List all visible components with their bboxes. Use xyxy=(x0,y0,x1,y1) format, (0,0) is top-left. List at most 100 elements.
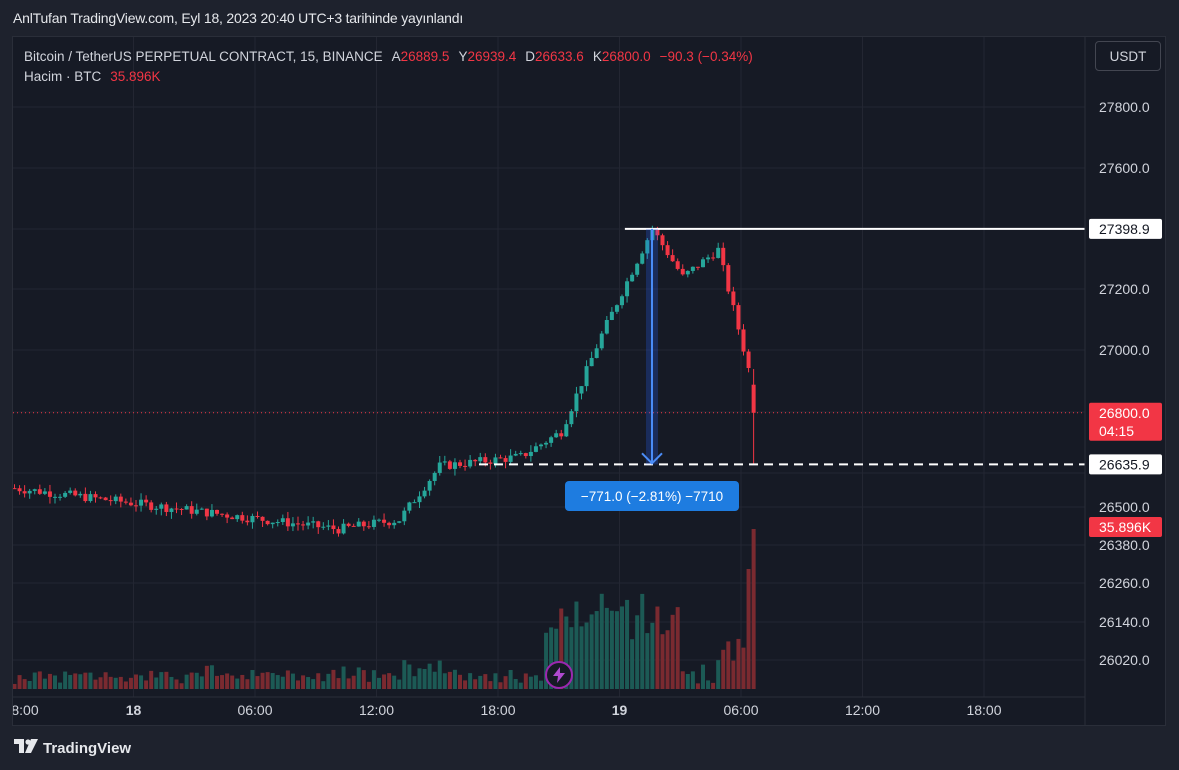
lightning-bolt-icon[interactable] xyxy=(545,661,573,689)
low-label: D xyxy=(525,48,536,64)
candle-body xyxy=(371,519,376,527)
volume-bar xyxy=(559,608,564,689)
horizontal-line-price-bg xyxy=(1089,218,1162,239)
volume-bar xyxy=(189,672,194,689)
open-label: A xyxy=(391,48,401,64)
volume-bar xyxy=(169,676,174,689)
volume-bar xyxy=(108,676,113,689)
footer-brand[interactable]: TradingView xyxy=(14,739,131,757)
volume-bar xyxy=(123,681,128,689)
candle-body xyxy=(149,502,154,510)
volume-bar xyxy=(741,647,746,689)
candle-body xyxy=(260,516,265,521)
candle-body xyxy=(387,522,392,526)
volume-bar xyxy=(63,671,68,689)
volume-bar xyxy=(594,611,599,689)
volume-bar xyxy=(366,681,371,689)
volume-bar xyxy=(635,615,640,689)
volume-bar xyxy=(564,616,569,689)
volume-bar xyxy=(711,682,716,689)
volume-bar xyxy=(473,679,478,689)
volume-bar xyxy=(417,668,422,689)
volume-bar xyxy=(640,593,645,689)
candle-body xyxy=(473,459,478,462)
footer-brand-label: TradingView xyxy=(43,739,132,757)
candle-body xyxy=(609,311,614,321)
x-tick-label: 18:00 xyxy=(480,702,515,718)
candle-body xyxy=(209,509,214,517)
y-tick-label: 27600.0 xyxy=(1099,160,1150,176)
volume-bar xyxy=(458,674,462,689)
y-tick-label: 26260.0 xyxy=(1099,575,1150,591)
candle-body xyxy=(68,490,73,493)
volume-bar xyxy=(468,673,473,689)
price-chart[interactable]: −771.0 (−2.81%) −7710 27800.0 27600.0 27200… xyxy=(13,37,1166,726)
low-value: 26633.6 xyxy=(535,48,584,64)
x-tick-label: 12:00 xyxy=(359,702,394,718)
currency-button[interactable]: USDT xyxy=(1095,41,1161,71)
volume-bar xyxy=(346,678,351,689)
candle-body xyxy=(17,488,22,492)
candle-body xyxy=(569,411,574,425)
volume-bar xyxy=(407,664,412,689)
volume-bar xyxy=(265,672,270,689)
volume-bar xyxy=(139,675,144,689)
candle-body xyxy=(589,357,594,367)
x-tick-label: 06:00 xyxy=(723,702,758,718)
candle-body xyxy=(174,508,179,510)
chart-frame[interactable]: −771.0 (−2.81%) −7710 27800.0 27600.0 27200… xyxy=(12,36,1166,726)
volume-bar xyxy=(37,671,42,689)
volume-bar xyxy=(412,676,417,689)
candle-body xyxy=(726,265,731,292)
volume-bar xyxy=(675,607,680,689)
volume-bar xyxy=(701,664,705,689)
volume-bar xyxy=(544,632,549,689)
candle-body xyxy=(427,480,432,491)
volume-bar xyxy=(351,675,356,689)
candle-body xyxy=(513,453,518,456)
volume-bar xyxy=(503,676,508,689)
candle-body xyxy=(452,462,457,469)
candle-body xyxy=(93,494,98,498)
volume-bar xyxy=(392,675,397,689)
candle-body xyxy=(645,240,650,254)
candle-body xyxy=(144,499,149,503)
volume-bar xyxy=(630,639,635,689)
volume-bar xyxy=(98,677,103,689)
candle-body xyxy=(549,437,554,443)
volume-bar xyxy=(397,679,402,689)
volume-bar xyxy=(296,680,300,689)
volume-bar xyxy=(209,665,214,689)
volume-bar xyxy=(144,680,149,689)
volume-bar xyxy=(604,607,609,689)
x-tick-label: 8:00 xyxy=(13,702,39,718)
candle-body xyxy=(53,496,57,498)
volume-bar xyxy=(427,663,432,689)
chart-legend: Bitcoin / TetherUS PERPETUAL CONTRACT, 1… xyxy=(24,46,753,86)
candle-body xyxy=(189,506,194,514)
symbol-title[interactable]: Bitcoin / TetherUS PERPETUAL CONTRACT, 1… xyxy=(24,48,383,64)
candle-body xyxy=(83,493,88,502)
volume-bar xyxy=(488,681,493,689)
volume-bar xyxy=(32,672,37,689)
candle-body xyxy=(528,451,533,457)
volume-label[interactable]: Hacim · BTC xyxy=(24,68,102,84)
y-tick-label: 26140.0 xyxy=(1099,614,1150,630)
candle-body xyxy=(316,521,321,528)
candle-body xyxy=(215,509,219,514)
volume-bar xyxy=(27,680,32,689)
candle-body xyxy=(356,521,361,527)
volume-bar xyxy=(589,614,594,689)
candle-body xyxy=(42,491,47,494)
volume-bar xyxy=(22,679,27,689)
candle-body xyxy=(432,472,437,481)
volume-bar xyxy=(706,680,711,689)
candle-body xyxy=(690,266,695,271)
x-tick-label: 06:00 xyxy=(237,702,272,718)
candle-body xyxy=(579,386,584,394)
candle-body xyxy=(179,508,184,510)
candle-body xyxy=(296,523,300,525)
volume-bar xyxy=(721,649,726,689)
volume-bar xyxy=(422,668,427,689)
candle-body xyxy=(331,525,336,530)
